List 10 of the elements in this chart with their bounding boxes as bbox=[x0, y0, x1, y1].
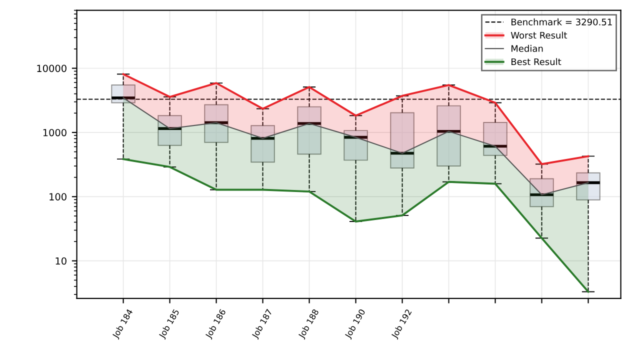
legend-label: Benchmark = 3290.51 bbox=[512, 18, 612, 26]
y-tick-label: 10 bbox=[56, 257, 66, 265]
y-tick-label: 100 bbox=[50, 193, 66, 200]
line-series bbox=[122, 73, 590, 166]
legend-label: Median bbox=[512, 44, 543, 52]
y-tick-label: 1000 bbox=[43, 128, 66, 136]
line-series bbox=[122, 158, 590, 293]
y-tick-label: 10000 bbox=[37, 64, 66, 72]
legend-label: Best Result bbox=[512, 58, 562, 66]
legend-label: Worst Result bbox=[510, 32, 568, 39]
